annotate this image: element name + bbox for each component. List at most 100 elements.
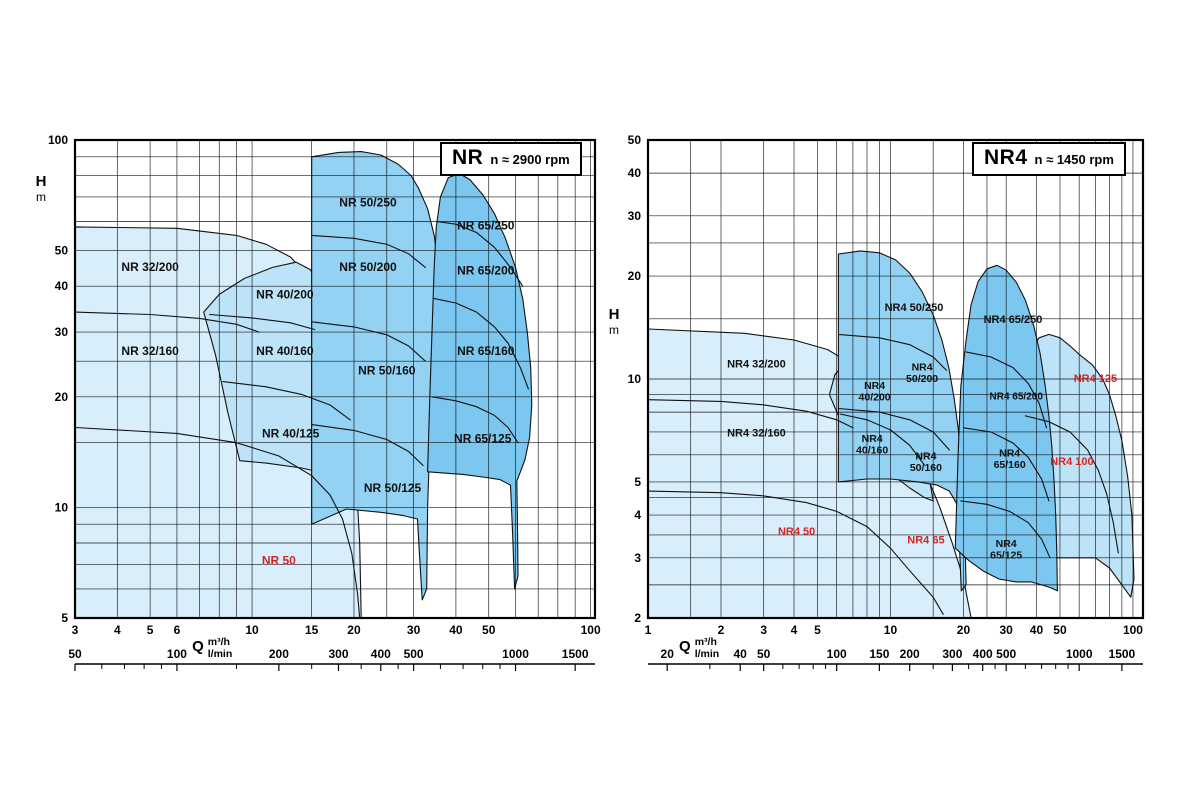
nr4-x-tick-label: 10 (884, 623, 898, 637)
nr-lmin-tick-label: 50 (68, 647, 82, 661)
curve-div4-50-250-200 (837, 333, 947, 371)
nr4-lmin-tick-label: 400 (973, 647, 993, 661)
curve-div-65-200-160 (433, 298, 529, 390)
nr-x-tick-label: 4 (114, 623, 121, 637)
pump-label-nr4-50-160: NR4 50/160 (910, 450, 942, 474)
pump-label-nr-65-250: NR 65/250 (457, 219, 515, 233)
pump-label-nr-32-200: NR 32/200 (121, 260, 179, 274)
nr4-y-tick-label: 3 (634, 551, 641, 565)
pump-label-nr4-65-200: NR4 65/200 (990, 392, 1044, 403)
curve-div-50-200-160 (311, 321, 426, 362)
pump-label-nr4-65: NR4 65 (907, 535, 944, 547)
nr-x-tick-label: 5 (147, 623, 154, 637)
nr-lmin-tick-label: 100 (167, 647, 187, 661)
pump-label-nr-50-125: NR 50/125 (364, 481, 422, 495)
curve-div4-65-160-125 (960, 500, 1051, 559)
nr-x-axis-unit-top: m³/h (208, 636, 230, 648)
nr-y-tick-label: 40 (55, 279, 69, 293)
nr4-lmin-tick-label: 300 (942, 647, 962, 661)
curve-div4-65-250-200 (965, 351, 1048, 429)
pump-label-nr-65-160: NR 65/160 (457, 344, 515, 358)
nr-x-tick-label: 3 (72, 623, 79, 637)
nr4-lmin-tick-label: 50 (757, 647, 771, 661)
pump-label-nr-65-125: NR 65/125 (454, 432, 512, 446)
nr4-y-tick-label: 4 (634, 508, 641, 522)
nr4-x-tick-label: 50 (1053, 623, 1067, 637)
curve-div4-50-200-160 (837, 407, 950, 451)
nr-x-tick-label: 6 (174, 623, 181, 637)
nr-chart-subtitle: n ≈ 2900 rpm (490, 152, 570, 167)
nr-lmin-tick-label: 300 (328, 647, 348, 661)
curve-div-65-160-125 (431, 396, 519, 444)
pump-label-nr4-50-250: NR4 50/250 (885, 302, 944, 314)
curve-div4-125-100 (1024, 415, 1119, 554)
pump-label-nr4-50-200: NR4 50/200 (906, 361, 938, 385)
pump-label-nr-50-160: NR 50/160 (358, 364, 416, 378)
nr-y-tick-label: 5 (61, 611, 68, 625)
nr4-y-axis-unit: m (609, 323, 619, 337)
nr4-y-tick-label: 50 (628, 133, 642, 147)
nr-lmin-tick-label: 200 (269, 647, 289, 661)
nr-x-axis-unit-bottom: l/min (208, 648, 233, 660)
nr-lmin-tick-label: 500 (404, 647, 424, 661)
nr4-lmin-tick-label: 40 (734, 647, 748, 661)
nr-x-tick-label: 30 (407, 623, 421, 637)
nr-frame (73, 138, 597, 620)
pump-label-nr4-100: NR4 100 (1050, 456, 1093, 468)
nr-lmin-tick-label: 400 (371, 647, 391, 661)
pump-label-nr-50-250: NR 50/250 (339, 195, 397, 209)
nr4-y-tick-label: 20 (628, 269, 642, 283)
pump-label-nr-40-200: NR 40/200 (256, 288, 314, 302)
nr4-y-tick-label: 2 (634, 611, 641, 625)
nr4-chart-subtitle: n ≈ 1450 rpm (1034, 152, 1114, 167)
nr-x-tick-label: 15 (305, 623, 319, 637)
nr4-x-tick-label: 40 (1030, 623, 1044, 637)
nr-lmin-tick-label: 1500 (562, 647, 589, 661)
nr-y-tick-label: 50 (55, 244, 69, 258)
pump-label-nr4-125: NR4 125 (1074, 373, 1117, 385)
nr4-x-tick-label: 4 (791, 623, 798, 637)
nr4-lmin-tick-label: 1500 (1109, 647, 1136, 661)
nr-x-tick-label: 100 (581, 623, 601, 637)
nr-lmin-tick-label: 1000 (502, 647, 529, 661)
pump-label-nr-32-160: NR 32/160 (121, 344, 179, 358)
nr4-x-tick-label: 30 (999, 623, 1013, 637)
nr4-x-tick-label: 2 (718, 623, 725, 637)
nr4-x-axis-title: Q (679, 638, 691, 655)
curve-div-40-200-160 (209, 313, 316, 331)
nr4-chart-title-box: NR4 n ≈ 1450 rpm (972, 142, 1126, 176)
pump-label-nr-50-200: NR 50/200 (339, 260, 397, 274)
curve-div-50-250-200 (311, 234, 426, 268)
nr-y-tick-label: 100 (48, 133, 68, 147)
pump-label-nr4-65-125: NR4 65/125 (990, 538, 1022, 562)
nr-chart-title: NR (452, 146, 484, 169)
nr4-lmin-tick-label: 20 (661, 647, 675, 661)
nr4-y-tick-label: 30 (628, 209, 642, 223)
nr4-x-tick-label: 100 (1123, 623, 1143, 637)
nr-x-axis-title: Q (192, 638, 204, 655)
nr-y-tick-label: 20 (55, 390, 69, 404)
nr-y-axis-unit: m (36, 190, 46, 204)
pump-label-nr4-32-200: NR4 32/200 (727, 359, 786, 371)
nr-x-tick-label: 50 (482, 623, 496, 637)
curve-div4-40-200-160 (839, 413, 925, 466)
nr-y-axis-title: H (36, 173, 47, 190)
pump-label-nr-65-200: NR 65/200 (457, 264, 515, 278)
nr-x-tick-label: 40 (449, 623, 463, 637)
curve-div-40-160-125 (222, 381, 351, 421)
nr4-x-axis-unit-top: m³/h (695, 636, 717, 648)
pump-label-nr4-40-200: NR4 40/200 (859, 380, 891, 404)
nr4-y-tick-label: 10 (628, 372, 642, 386)
pump-label-nr4-40-160: NR4 40/160 (856, 433, 888, 457)
pump-label-nr4-32-160: NR4 32/160 (727, 427, 786, 439)
curve-div4-32-200-160 (647, 399, 854, 429)
pump-label-nr-40-160: NR 40/160 (256, 344, 314, 358)
nr4-x-tick-label: 5 (814, 623, 821, 637)
nr-chart: 3 4 5 6 10 15 20 30 40 50 100 5 10 20 30 40 50 100 Hm Q m³/h… (36, 133, 601, 671)
nr4-lmin-tick-label: 100 (827, 647, 847, 661)
nr-x-tick-label: 10 (245, 623, 259, 637)
nr4-frame (646, 138, 1145, 620)
nr4-x-tick-label: 3 (760, 623, 767, 637)
